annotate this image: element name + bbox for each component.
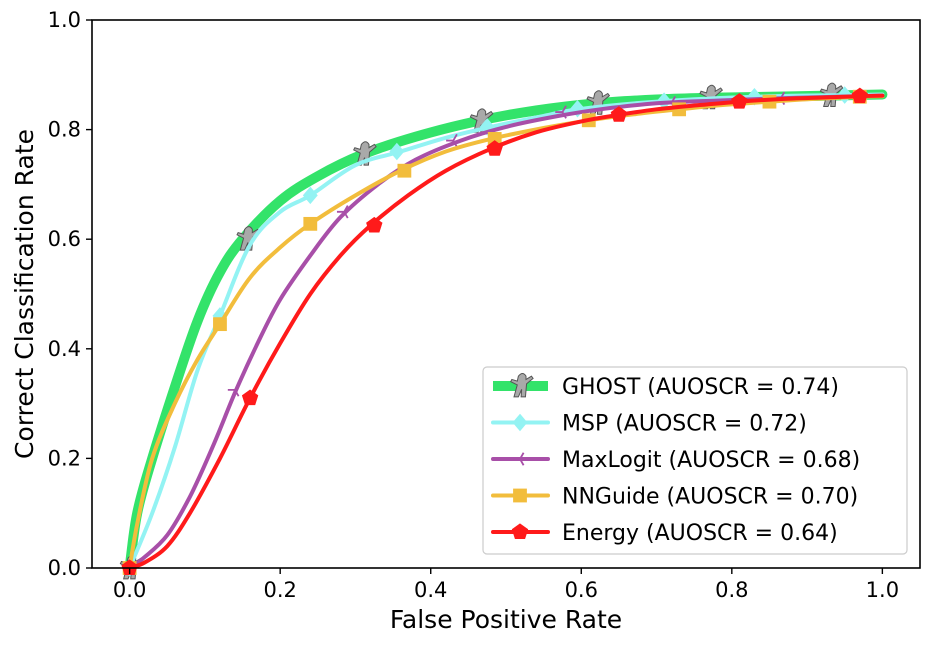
plot-frame [91, 19, 921, 569]
series-line [127, 93, 885, 570]
legend-marker [512, 413, 528, 432]
legend-entry: NNGuide (AUOSCR = 0.70) [491, 485, 858, 510]
x-tick-label: 0.6 [565, 578, 598, 602]
legend-entry: GHOST (AUOSCR = 0.74) [493, 372, 839, 400]
x-tick-label: 0.0 [113, 578, 146, 602]
data-point-marker [353, 141, 377, 166]
legend-entry: MaxLogit (AUOSCR = 0.68) [491, 448, 860, 473]
data-point-marker [227, 383, 240, 397]
x-tick-label: 0.4 [414, 578, 447, 602]
legend-label: GHOST (AUOSCR = 0.74) [562, 375, 839, 400]
data-point-marker [303, 216, 318, 231]
data-point-marker [241, 389, 259, 406]
data-point-marker [851, 87, 868, 104]
legend-marker [513, 488, 527, 503]
legend-box [482, 366, 908, 555]
legend: GHOST (AUOSCR = 0.74) MSP (AUOSCR = 0.72)… [482, 366, 908, 555]
data-point-marker [302, 186, 318, 205]
series-5 [121, 87, 885, 575]
data-point-marker [336, 205, 349, 219]
legend-entry: Energy (AUOSCR = 0.64) [491, 521, 838, 546]
legend-entry: MSP (AUOSCR = 0.72) [491, 412, 807, 437]
x-tick-label: 0.8 [715, 578, 748, 602]
data-point-marker [486, 140, 503, 156]
series-line [127, 92, 885, 570]
y-tick-label: 0.2 [48, 446, 81, 470]
data-point-marker [389, 142, 405, 161]
data-point-marker [555, 105, 567, 119]
x-tick-label: 0.2 [263, 578, 296, 602]
legend-marker [510, 372, 534, 398]
data-point-marker [469, 108, 494, 133]
data-point-marker [236, 226, 261, 251]
x-axis-title: False Positive Rate [390, 605, 622, 634]
legend-label: Energy (AUOSCR = 0.64) [562, 521, 838, 546]
data-point-marker [731, 93, 748, 109]
x-tick-label: 1.0 [866, 578, 899, 602]
y-tick-label: 1.0 [48, 8, 81, 32]
legend-label: MaxLogit (AUOSCR = 0.68) [562, 448, 860, 473]
data-point-marker [366, 216, 383, 233]
legend-marker [512, 452, 525, 466]
legend-label: MSP (AUOSCR = 0.72) [562, 412, 807, 437]
legend-marker [511, 523, 529, 539]
y-axis-title: Correct Classification Rate [10, 129, 39, 459]
series-layer [119, 82, 888, 580]
data-point-marker [397, 163, 412, 178]
y-tick-label: 0.6 [48, 227, 81, 251]
data-point-marker [446, 133, 458, 148]
data-point-marker [213, 317, 227, 332]
ticks-layer: 0.0 0.2 0.4 0.6 0.8 1.0 0.0 0.2 0.4 0.6 0.8 1.0 [48, 8, 899, 602]
legend-label: NNGuide (AUOSCR = 0.70) [562, 485, 858, 510]
y-tick-label: 0.0 [48, 556, 81, 580]
y-tick-label: 0.4 [48, 337, 81, 361]
data-point-marker [610, 106, 628, 122]
y-tick-label: 0.8 [48, 118, 81, 142]
